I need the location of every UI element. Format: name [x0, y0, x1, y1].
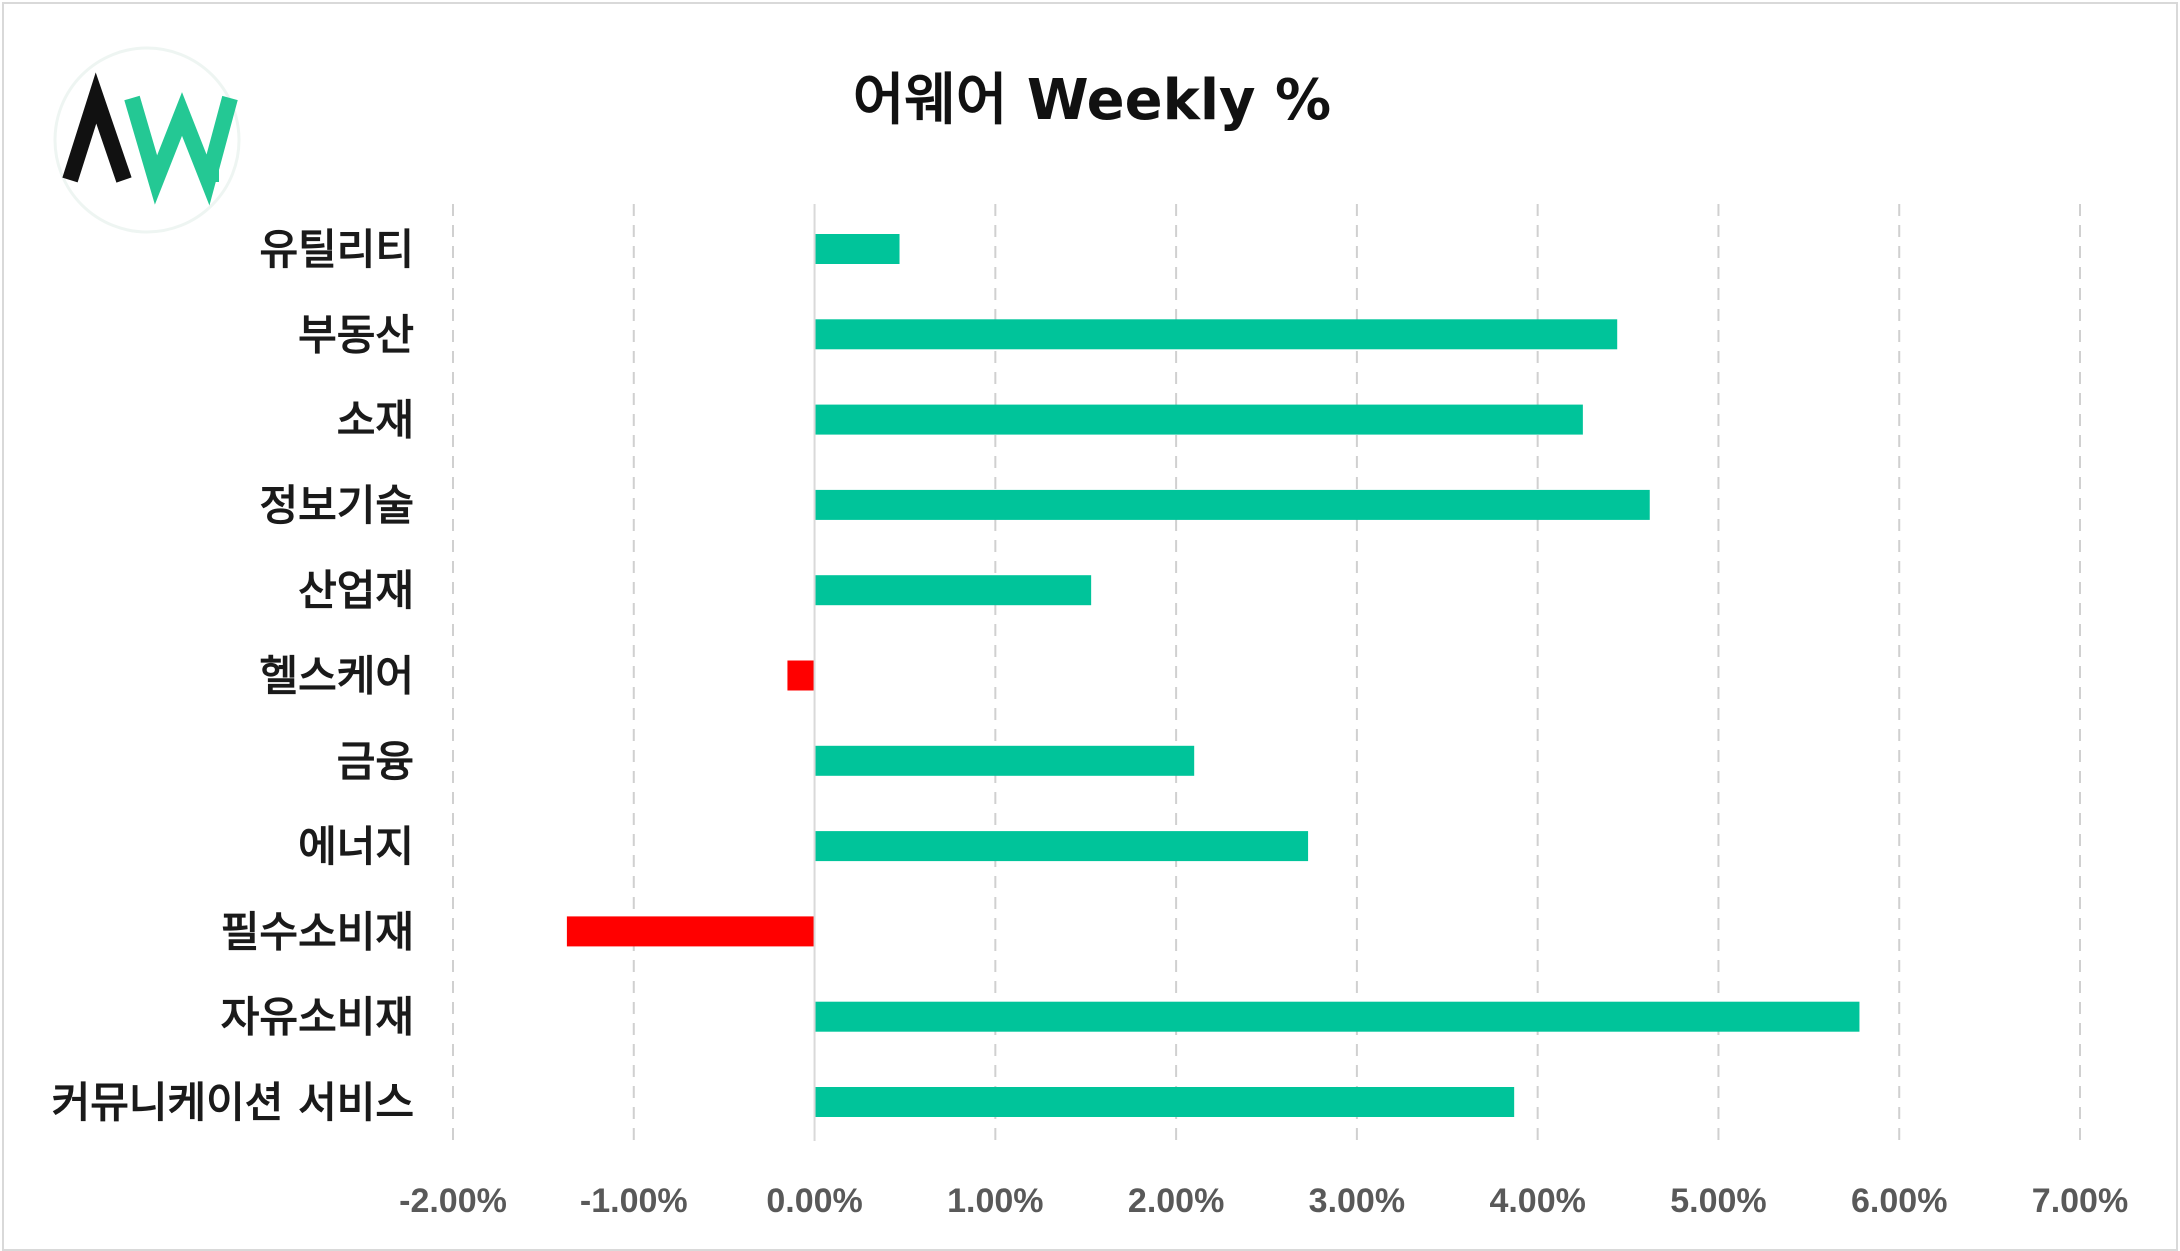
category-label: 정보기술 [259, 481, 414, 530]
bar [814, 489, 1650, 520]
x-tick-label: 7.00% [2032, 1182, 2128, 1220]
category-label: 헬스케어 [259, 652, 414, 701]
bar [814, 404, 1583, 435]
category-label: 자유소비재 [221, 993, 414, 1042]
x-tick-label: -1.00% [580, 1182, 688, 1220]
x-tick-label: 1.00% [947, 1182, 1043, 1220]
bar [814, 319, 1618, 350]
category-label: 소재 [337, 396, 414, 445]
category-label: 유틸리티 [259, 225, 414, 274]
chart-title: 어웨어 Weekly % [853, 68, 1331, 133]
x-tick-label: 4.00% [1489, 1182, 1585, 1220]
category-label: 커뮤니케이션 서비스 [52, 1078, 414, 1127]
x-tick-labels: -2.00% -1.00% 0.00% 1.00% 2.00% 3.00% 4.00% 5.0… [399, 1182, 2128, 1220]
category-label: 에너지 [298, 822, 414, 871]
bars [566, 234, 1860, 1117]
bar [814, 831, 1309, 862]
logo-a-stroke [62, 72, 132, 183]
bar [814, 1087, 1515, 1117]
x-tick-label: -2.00% [399, 1182, 507, 1220]
x-tick-label: 3.00% [1309, 1182, 1405, 1220]
bar [814, 1001, 1860, 1032]
category-labels: 유틸리티부동산소재정보기술산업재헬스케어금융에너지필수소비재자유소비재커뮤니케이… [52, 225, 414, 1127]
category-label: 부동산 [298, 310, 414, 359]
grid-lines [452, 204, 2081, 1141]
bar [814, 575, 1092, 606]
bar-chart: 어웨어 Weekly % 유틸리티부동산소재정보기술산업재헬스케어금융에너지필수… [52, 46, 2128, 1220]
bar [814, 745, 1195, 776]
aw-logo-icon [53, 46, 241, 234]
logo-w-stroke [124, 92, 238, 206]
category-label: 산업재 [298, 566, 414, 615]
x-tick-label: 5.00% [1670, 1182, 1766, 1220]
x-tick-label: 6.00% [1851, 1182, 1947, 1220]
category-label: 필수소비재 [221, 907, 414, 956]
bar [787, 660, 815, 691]
x-tick-label: 0.00% [766, 1182, 862, 1220]
bar [814, 234, 900, 264]
logo-dot [206, 169, 219, 182]
bar [566, 916, 815, 947]
category-label: 금융 [337, 737, 414, 786]
x-tick-label: 2.00% [1128, 1182, 1224, 1220]
